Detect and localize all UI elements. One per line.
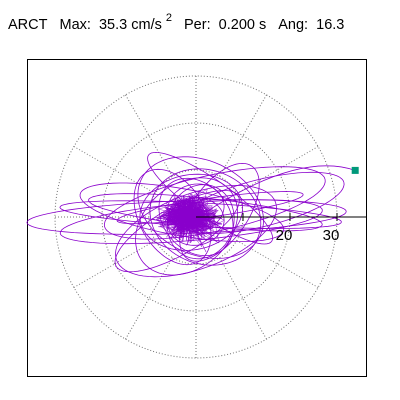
- grid-spoke: [220, 95, 267, 176]
- motion-trace: [27, 152, 355, 276]
- grid-spoke: [126, 258, 173, 339]
- grid-spoke: [237, 241, 318, 288]
- radial-axis: 20 30: [196, 213, 366, 244]
- grid-spoke: [74, 147, 155, 194]
- grid-spoke: [74, 241, 155, 288]
- radial-tick-label: 20: [276, 227, 293, 244]
- radial-tick-label: 30: [323, 227, 340, 244]
- grid-spoke: [220, 258, 267, 339]
- max-point-marker: [352, 167, 359, 174]
